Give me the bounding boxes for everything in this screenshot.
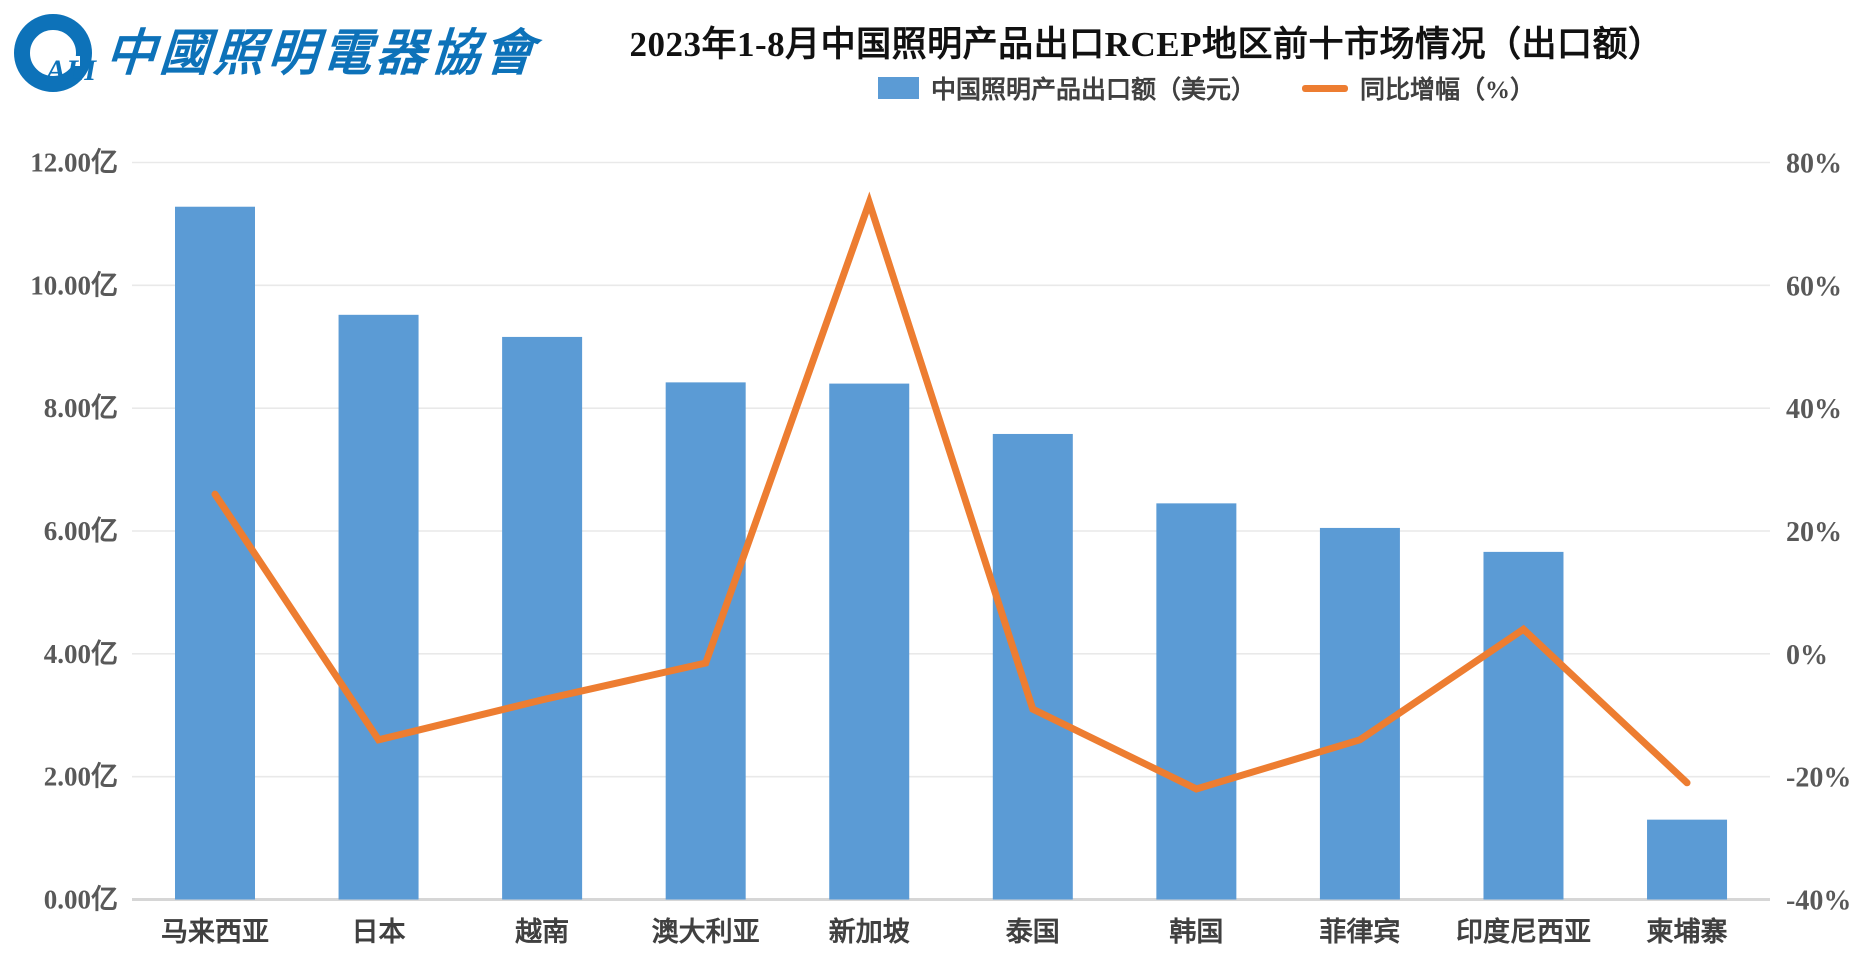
cali-logo-circle-notch	[60, 56, 80, 66]
bar-印度尼西亚	[1483, 551, 1564, 900]
left-axis-tick-label: 2.00亿	[44, 762, 118, 792]
bar-series-swatch-icon	[878, 77, 919, 99]
cali-logo-monogram: ALI	[46, 54, 97, 87]
bar-马来西亚	[175, 206, 255, 900]
x-axis-category-label: 菲律宾	[1319, 916, 1400, 947]
x-axis-category-label: 印度尼西亚	[1456, 916, 1591, 947]
line-series-swatch-icon	[1302, 84, 1349, 92]
x-axis-category-label: 柬埔寨	[1647, 916, 1728, 947]
right-axis-tick-label: -40%	[1786, 886, 1851, 917]
right-axis-tick-label: -20%	[1786, 763, 1851, 794]
bar-日本	[338, 314, 419, 900]
bar-菲律宾	[1319, 527, 1400, 900]
right-axis-tick-label: 40%	[1786, 394, 1842, 425]
x-axis-category-label: 马来西亚	[161, 917, 269, 947]
left-axis-tick-label: 4.00亿	[44, 639, 118, 669]
bar-柬埔寨	[1647, 819, 1728, 900]
left-axis-tick-label: 6.00亿	[44, 516, 118, 546]
x-axis-category-label: 澳大利亚	[652, 917, 760, 947]
cali-logo: ALI 中國照明電器協會	[14, 14, 540, 92]
left-axis-tick-label: 0.00亿	[44, 885, 118, 915]
x-axis-category-label: 越南	[515, 917, 569, 947]
legend-label-export-value: 中国照明产品出口额（美元）	[931, 77, 1257, 104]
x-axis-category-label: 新加坡	[829, 916, 910, 947]
x-axis-category-label: 泰国	[1006, 917, 1060, 947]
bar-澳大利亚	[665, 382, 746, 900]
legend-item-export-value: 中国照明产品出口额（美元）	[878, 70, 1256, 106]
right-axis-tick-label: 20%	[1786, 517, 1842, 548]
bar-韩国	[1156, 503, 1237, 900]
chart-title: 2023年1-8月中国照明产品出口RCEP地区前十市场情况（出口额）	[629, 25, 1664, 64]
left-axis-tick-label: 8.00亿	[44, 393, 118, 423]
right-axis-tick-label: 80%	[1786, 149, 1842, 180]
bar-泰国	[992, 433, 1073, 900]
right-axis-tick-label: 0%	[1786, 640, 1828, 671]
bar-越南	[502, 336, 583, 900]
x-axis-category-label: 日本	[352, 917, 406, 947]
yoy-growth-line	[211, 191, 1691, 793]
chart-legend: 中国照明产品出口额（美元） 同比增幅（%）	[878, 70, 1535, 106]
x-axis-category-label: 韩国	[1169, 917, 1223, 947]
legend-item-yoy-growth: 同比增幅（%）	[1302, 70, 1535, 106]
left-axis-tick-label: 10.00亿	[30, 270, 118, 300]
left-axis-tick-label: 12.00亿	[30, 148, 118, 178]
legend-label-yoy-growth: 同比增幅（%）	[1360, 77, 1536, 104]
bar-新加坡	[829, 383, 910, 900]
right-axis-tick-label: 60%	[1786, 271, 1842, 302]
